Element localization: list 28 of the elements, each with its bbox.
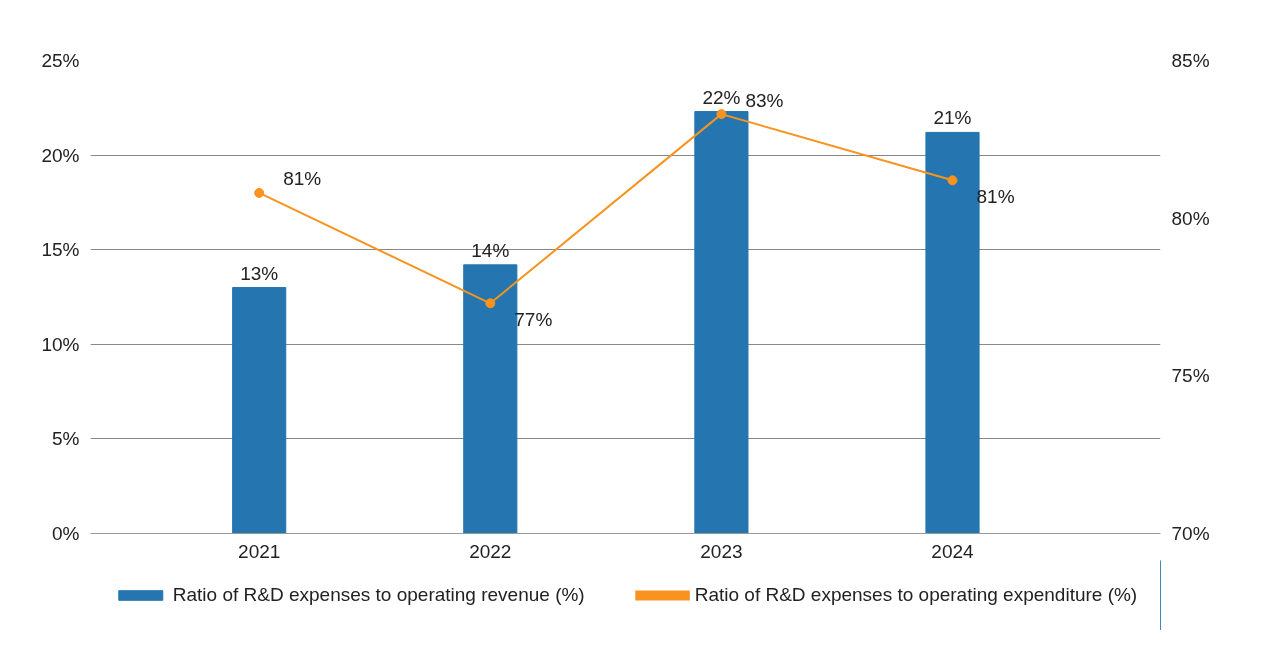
bar [694, 111, 749, 534]
point [254, 187, 265, 198]
y2-tick-label: 75% [1171, 365, 1210, 387]
y-tick-label: 25% [41, 50, 80, 71]
data-label: 21% [933, 107, 972, 129]
legend-label: Ratio of R&D expenses to operating revenue (%) [172, 584, 585, 606]
x-tick-label: 2024 [931, 540, 975, 562]
y-tick-label: 0% [52, 523, 80, 544]
y-tick-label: 5% [52, 428, 80, 450]
bar [232, 287, 287, 534]
y-tick-label: 20% [41, 144, 80, 166]
data-label: 14% [471, 239, 510, 261]
x-tick-label: 2023 [700, 540, 743, 562]
x-tick-label: 2021 [238, 540, 281, 562]
y2-tick-label: 80% [1171, 207, 1210, 229]
data-label: 83% [745, 89, 784, 111]
y-tick-label: 15% [41, 239, 80, 261]
y2-tick-label: 70% [1171, 523, 1210, 544]
data-label: 81% [283, 168, 322, 190]
data-label: 22% [702, 86, 741, 108]
y2-tick-label: 85% [1171, 50, 1210, 71]
point [947, 175, 958, 186]
legend-label: Ratio of R&D expenses to operating expenditure (%) [694, 584, 1138, 606]
point [485, 298, 496, 309]
data-label: 13% [240, 262, 279, 284]
x-tick-label: 2022 [469, 540, 512, 562]
point [716, 109, 727, 120]
y-tick-label: 10% [41, 333, 80, 355]
